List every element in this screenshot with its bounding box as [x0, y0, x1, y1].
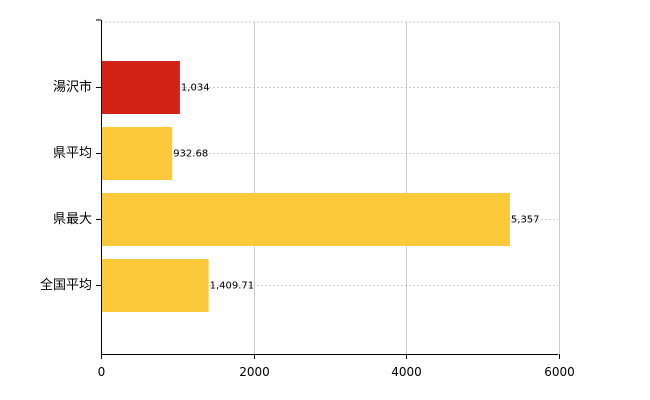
bar-2	[101, 193, 510, 246]
category-label-2: 県最大	[53, 212, 92, 227]
x-tick-label-1: 2000	[239, 365, 270, 379]
bar-1	[101, 127, 173, 180]
x-tick-label-0: 0	[98, 365, 106, 379]
data-label-1: 932.68	[173, 149, 208, 160]
category-label-0: 湯沢市	[53, 79, 92, 95]
x-tick-label-2: 4000	[391, 365, 422, 379]
labels-layer: 1,034 湯沢市 932.68 県平均 5,357 県最大 1,409.71 全国平均 0 20…	[40, 79, 575, 379]
data-label-0: 1,034	[181, 83, 210, 94]
bars-layer	[101, 61, 510, 312]
data-label-3: 1,409.71	[210, 281, 255, 292]
category-label-3: 全国平均	[40, 277, 92, 293]
bar-3	[101, 259, 209, 312]
axes-layer	[96, 19, 560, 359]
data-label-2: 5,357	[511, 215, 540, 226]
category-label-1: 県平均	[53, 146, 92, 161]
x-tick-label-3: 6000	[544, 365, 575, 379]
bar-0	[101, 61, 180, 114]
